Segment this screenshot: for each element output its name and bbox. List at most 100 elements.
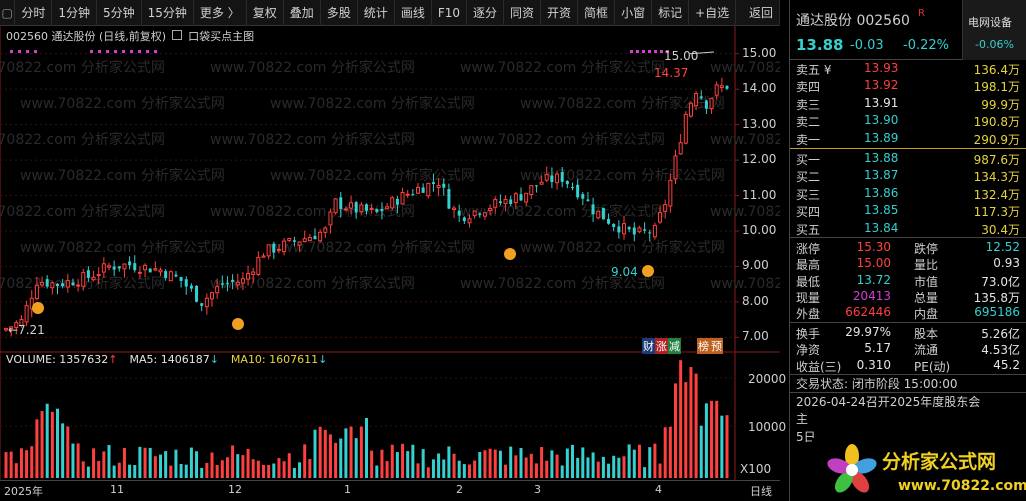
candle-body: [421, 187, 425, 193]
toolbar-item-15min[interactable]: 15分钟: [142, 0, 194, 26]
volume-bar: [524, 457, 528, 478]
event-badges: 财 涨 减 榜 预: [642, 338, 723, 354]
toolbar-item-overlay[interactable]: 叠加: [284, 0, 321, 26]
price-axis-label: 14.00: [742, 81, 777, 96]
candle-body: [416, 186, 420, 194]
watermark-text: www.70822.com 分析家公式网: [210, 275, 415, 292]
volume-bar: [586, 457, 590, 478]
bid-row[interactable]: 买五 13.84 30.4万: [790, 220, 1026, 237]
candle-body: [663, 204, 668, 212]
toolbar-item-small-window[interactable]: 小窗: [615, 0, 653, 26]
quote-value: 73.0亿: [981, 274, 1020, 289]
volume-bar: [534, 463, 538, 478]
sector-board[interactable]: 电网设备 -0.06%: [962, 0, 1026, 60]
badge-forecast[interactable]: 预: [710, 338, 723, 354]
toolbar-item-mark[interactable]: 标记: [652, 0, 690, 26]
toolbar-item-adjust[interactable]: 复权: [247, 0, 284, 26]
watermark-text: www.70822.com 分析家公式网: [0, 203, 165, 220]
ask-row[interactable]: 卖五 ¥ 13.93 136.4万: [790, 60, 1026, 77]
bid-row[interactable]: 买二 13.87 134.3万: [790, 167, 1026, 184]
volume-bar: [246, 448, 250, 478]
toolbar-item-add-watch[interactable]: +自选: [689, 0, 737, 26]
logo-url: www.70822.com: [898, 478, 1026, 494]
ask-row[interactable]: 卖二 13.90 190.8万: [790, 112, 1026, 129]
candle-body: [91, 276, 96, 281]
watermark-text: www.70822.com 分析家公式网: [270, 95, 475, 112]
candle-body: [14, 322, 19, 328]
volume-bar: [411, 444, 415, 478]
toolbar-item-open[interactable]: 开资: [541, 0, 579, 26]
candle-body: [287, 238, 292, 242]
candle-body: [4, 328, 8, 331]
kline-chart[interactable]: www.70822.com 分析家公式网 www.70822.com 分析家公式网…: [0, 26, 780, 480]
stat-value: 29.97%: [845, 324, 891, 339]
volume-bar: [612, 455, 616, 478]
toolbar-item-stats[interactable]: 统计: [358, 0, 395, 26]
toolbar-item-intraday[interactable]: 分时: [15, 0, 53, 26]
toolbar-item-more[interactable]: 更多 〉: [194, 0, 247, 26]
volume-bar: [143, 447, 147, 478]
volume-bar: [395, 452, 399, 478]
toolbar-item-5min[interactable]: 5分钟: [97, 0, 142, 26]
toolbar-item-simple[interactable]: 简框: [578, 0, 616, 26]
bid-row[interactable]: 买三 13.86 132.4万: [790, 185, 1026, 202]
toolbar-item-f10[interactable]: F10: [432, 0, 467, 26]
sell-orderbook: 卖五 ¥ 13.93 136.4万 卖四 13.92 198.1万 卖三 13.91 99.9万…: [790, 60, 1026, 147]
candle-body: [61, 283, 65, 287]
volume-bar: [128, 464, 132, 478]
stat-label: 股本: [914, 326, 939, 341]
volume-bar: [390, 444, 394, 478]
badge-rise[interactable]: 涨: [655, 338, 668, 354]
toolbar-item-same[interactable]: 同资: [504, 0, 542, 26]
bid-row[interactable]: 买四 13.85 117.3万: [790, 202, 1026, 219]
indicator-checkbox-icon[interactable]: [172, 30, 183, 40]
bid-price: 13.86: [864, 185, 899, 200]
signal-dot: [138, 50, 141, 53]
candle-body: [555, 173, 560, 184]
toolbar-checkbox[interactable]: ▢: [0, 0, 16, 26]
volume-bar: [519, 448, 523, 478]
ask-row[interactable]: 卖三 13.91 99.9万: [790, 95, 1026, 112]
candle-body: [648, 232, 652, 234]
candle-body: [225, 283, 229, 285]
candle-body: [71, 282, 75, 286]
toolbar-item-multi[interactable]: 多股: [321, 0, 358, 26]
badge-reduce[interactable]: 减: [668, 338, 681, 354]
indicator-name[interactable]: 口袋买点主图: [188, 30, 255, 43]
volume-bar: [442, 459, 446, 478]
badge-list[interactable]: 榜: [697, 338, 710, 354]
volume-bar: [565, 448, 569, 478]
volume-bar: [689, 367, 693, 478]
candle-body: [637, 227, 642, 233]
toolbar-item-1min[interactable]: 1分钟: [52, 0, 97, 26]
volume-bar: [323, 429, 327, 478]
toolbar-item-tick[interactable]: 逐分: [467, 0, 505, 26]
sector-pct: -0.06%: [975, 38, 1014, 51]
bid-row[interactable]: 买一 13.88 987.6万: [790, 150, 1026, 167]
candle-body: [235, 281, 240, 286]
volume-bar: [694, 373, 698, 478]
volume-label: VOLUME: 1357632↑: [6, 353, 118, 366]
volume-bar: [50, 411, 54, 478]
volume-bar: [40, 411, 44, 478]
quote-value: 695186: [974, 305, 1020, 320]
bid-price: 13.88: [864, 150, 899, 165]
volume-bar: [303, 444, 307, 478]
volume-bar: [679, 360, 683, 478]
period-label[interactable]: 日线: [750, 485, 772, 498]
candle-body: [81, 272, 86, 287]
badge-finance[interactable]: 财: [642, 338, 655, 354]
ask-row[interactable]: 卖一 13.89 290.9万: [790, 130, 1026, 147]
notice-text[interactable]: 2026-04-24召开2025年度股东会: [790, 392, 1026, 410]
ask-volume: 136.4万: [973, 63, 1020, 77]
toolbar-item-back[interactable]: 返回: [743, 0, 780, 26]
candle-body: [148, 268, 152, 273]
volume-bar: [76, 443, 80, 478]
volume-bar: [138, 446, 142, 478]
candle-body: [617, 226, 621, 233]
candle-body: [709, 97, 714, 110]
watermark-text: www.70822.com 分析家公式网: [210, 131, 415, 148]
candle-body: [658, 212, 663, 223]
toolbar-item-draw[interactable]: 画线: [395, 0, 432, 26]
ask-row[interactable]: 卖四 13.92 198.1万: [790, 77, 1026, 94]
